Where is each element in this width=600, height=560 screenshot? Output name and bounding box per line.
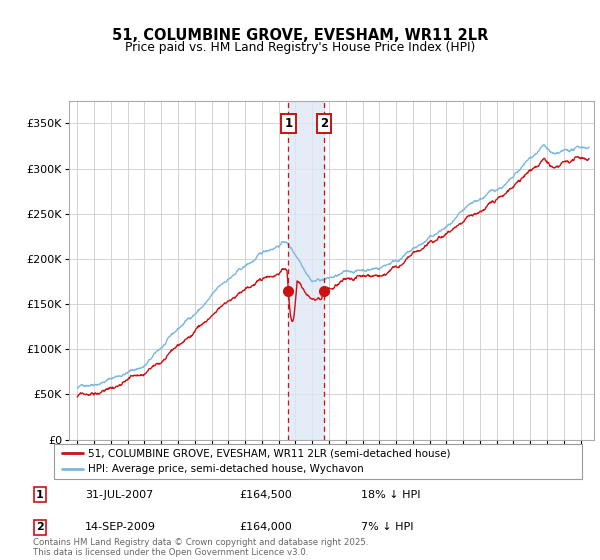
Text: £164,500: £164,500 bbox=[240, 489, 293, 500]
Text: 31-JUL-2007: 31-JUL-2007 bbox=[85, 489, 154, 500]
Text: 51, COLUMBINE GROVE, EVESHAM, WR11 2LR (semi-detached house): 51, COLUMBINE GROVE, EVESHAM, WR11 2LR (… bbox=[88, 448, 451, 458]
Text: Price paid vs. HM Land Registry's House Price Index (HPI): Price paid vs. HM Land Registry's House … bbox=[125, 41, 475, 54]
Text: 14-SEP-2009: 14-SEP-2009 bbox=[85, 522, 156, 533]
Text: 7% ↓ HPI: 7% ↓ HPI bbox=[361, 522, 414, 533]
FancyBboxPatch shape bbox=[54, 444, 582, 479]
Text: 18% ↓ HPI: 18% ↓ HPI bbox=[361, 489, 421, 500]
Text: 51, COLUMBINE GROVE, EVESHAM, WR11 2LR: 51, COLUMBINE GROVE, EVESHAM, WR11 2LR bbox=[112, 28, 488, 43]
Text: £164,000: £164,000 bbox=[240, 522, 293, 533]
Text: 1: 1 bbox=[36, 489, 44, 500]
Text: Contains HM Land Registry data © Crown copyright and database right 2025.
This d: Contains HM Land Registry data © Crown c… bbox=[33, 538, 368, 557]
Text: HPI: Average price, semi-detached house, Wychavon: HPI: Average price, semi-detached house,… bbox=[88, 464, 364, 474]
Text: 2: 2 bbox=[320, 117, 328, 130]
Text: 1: 1 bbox=[284, 117, 292, 130]
Bar bbox=[289, 101, 324, 440]
Text: 2: 2 bbox=[36, 522, 44, 533]
